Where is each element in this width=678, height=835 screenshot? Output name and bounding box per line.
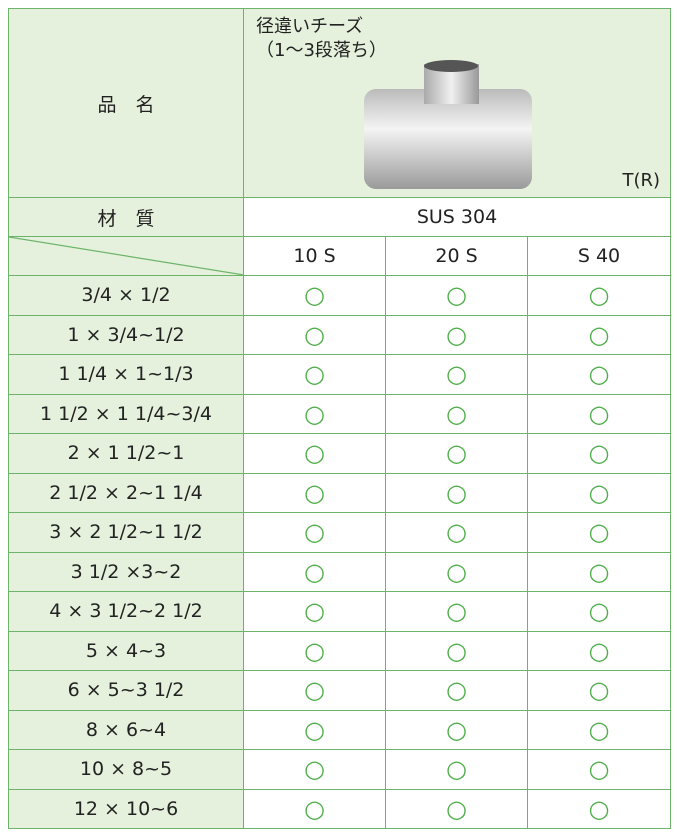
size-row: 6 × 5~3 1/2 ○ ○ ○ xyxy=(8,670,672,711)
size-row: 5 × 4~3 ○ ○ ○ xyxy=(8,630,672,671)
availability-mark: ○ xyxy=(385,354,528,395)
availability-mark: ○ xyxy=(526,354,672,395)
material-label: 材 質 xyxy=(8,197,244,237)
availability-mark: ○ xyxy=(526,551,672,592)
size-row: 3/4 × 1/2 ○ ○ ○ xyxy=(8,275,672,316)
size-label: 1 × 3/4~1/2 xyxy=(8,314,244,355)
availability-mark: ○ xyxy=(385,472,528,513)
availability-mark: ○ xyxy=(243,749,386,790)
availability-mark: ○ xyxy=(243,670,386,711)
tee-body xyxy=(364,89,532,189)
material-row: 材 質 SUS 304 xyxy=(8,197,672,237)
availability-mark: ○ xyxy=(526,630,672,671)
material-value: SUS 304 xyxy=(242,197,672,237)
availability-mark: ○ xyxy=(385,512,528,553)
availability-mark: ○ xyxy=(385,551,528,592)
availability-mark: ○ xyxy=(385,709,528,750)
availability-mark: ○ xyxy=(243,591,386,632)
size-label: 3 1/2 ×3~2 xyxy=(8,551,244,592)
availability-mark: ○ xyxy=(526,512,672,553)
availability-mark: ○ xyxy=(243,788,386,829)
tee-opening xyxy=(424,60,478,72)
size-row: 1 1/4 × 1~1/3 ○ ○ ○ xyxy=(8,354,672,395)
availability-mark: ○ xyxy=(243,393,386,434)
availability-mark: ○ xyxy=(526,314,672,355)
availability-mark: ○ xyxy=(526,749,672,790)
size-row: 1 1/2 × 1 1/4~3/4 ○ ○ ○ xyxy=(8,393,672,434)
size-label: 3/4 × 1/2 xyxy=(8,275,244,316)
size-label: 1 1/2 × 1 1/4~3/4 xyxy=(8,393,244,434)
availability-mark: ○ xyxy=(243,551,386,592)
availability-mark: ○ xyxy=(526,433,672,474)
availability-mark: ○ xyxy=(526,709,672,750)
size-row: 12 × 10~6 ○ ○ ○ xyxy=(8,788,672,829)
size-label: 1 1/4 × 1~1/3 xyxy=(8,354,244,395)
item-label: 品 名 xyxy=(8,8,244,198)
availability-mark: ○ xyxy=(385,670,528,711)
product-box: 径違いチーズ （1～3段落ち） T(R) xyxy=(244,9,671,197)
availability-mark: ○ xyxy=(526,393,672,434)
diagonal xyxy=(9,237,244,275)
size-row: 4 × 3 1/2~2 1/2 ○ ○ ○ xyxy=(8,591,672,632)
product-name: 径違いチーズ xyxy=(256,16,364,37)
diagonal-box xyxy=(9,237,244,275)
availability-mark: ○ xyxy=(526,788,672,829)
availability-mark: ○ xyxy=(385,630,528,671)
spec-table: 品 名 径違いチーズ （1～3段落ち） xyxy=(8,8,672,829)
availability-mark: ○ xyxy=(243,314,386,355)
column-header: 20 S xyxy=(385,236,528,276)
availability-mark: ○ xyxy=(385,433,528,474)
product-note: （1～3段落ち） xyxy=(256,40,387,61)
availability-mark: ○ xyxy=(243,275,386,316)
size-row: 2 1/2 × 2~1 1/4 ○ ○ ○ xyxy=(8,472,672,513)
availability-mark: ○ xyxy=(385,314,528,355)
size-label: 10 × 8~5 xyxy=(8,749,244,790)
product-cell: 径違いチーズ （1～3段落ち） T(R) xyxy=(242,8,672,198)
availability-mark: ○ xyxy=(243,709,386,750)
size-row: 3 × 2 1/2~1 1/2 ○ ○ ○ xyxy=(8,512,672,553)
availability-mark: ○ xyxy=(385,275,528,316)
availability-mark: ○ xyxy=(526,670,672,711)
size-row: 2 × 1 1/2~1 ○ ○ ○ xyxy=(8,433,672,474)
size-label: 3 × 2 1/2~1 1/2 xyxy=(8,512,244,553)
availability-mark: ○ xyxy=(243,472,386,513)
availability-mark: ○ xyxy=(243,354,386,395)
table-body: 品 名 径違いチーズ （1～3段落ち） xyxy=(8,8,672,829)
availability-mark: ○ xyxy=(526,591,672,632)
availability-mark: ○ xyxy=(526,472,672,513)
availability-mark: ○ xyxy=(526,275,672,316)
size-label: 5 × 4~3 xyxy=(8,630,244,671)
size-row: 1 × 3/4~1/2 ○ ○ ○ xyxy=(8,314,672,355)
product-title: 径違いチーズ （1～3段落ち） xyxy=(256,15,387,63)
availability-mark: ○ xyxy=(243,512,386,553)
availability-mark: ○ xyxy=(243,433,386,474)
availability-mark: ○ xyxy=(385,788,528,829)
diagonal-cell xyxy=(8,236,244,276)
size-row: 10 × 8~5 ○ ○ ○ xyxy=(8,749,672,790)
size-label: 8 × 6~4 xyxy=(8,709,244,750)
availability-mark: ○ xyxy=(385,749,528,790)
size-label: 4 × 3 1/2~2 1/2 xyxy=(8,591,244,632)
product-code: T(R) xyxy=(622,170,661,191)
size-label: 6 × 5~3 1/2 xyxy=(8,670,244,711)
column-header: 10 S xyxy=(243,236,386,276)
size-label: 2 1/2 × 2~1 1/4 xyxy=(8,472,244,513)
product-row: 品 名 径違いチーズ （1～3段落ち） xyxy=(8,8,672,198)
size-label: 12 × 10~6 xyxy=(8,788,244,829)
size-row: 3 1/2 ×3~2 ○ ○ ○ xyxy=(8,551,672,592)
size-row: 8 × 6~4 ○ ○ ○ xyxy=(8,709,672,750)
column-header: S 40 xyxy=(526,236,672,276)
availability-mark: ○ xyxy=(243,630,386,671)
availability-mark: ○ xyxy=(385,591,528,632)
availability-mark: ○ xyxy=(385,393,528,434)
size-label: 2 × 1 1/2~1 xyxy=(8,433,244,474)
tee-image xyxy=(364,60,532,189)
